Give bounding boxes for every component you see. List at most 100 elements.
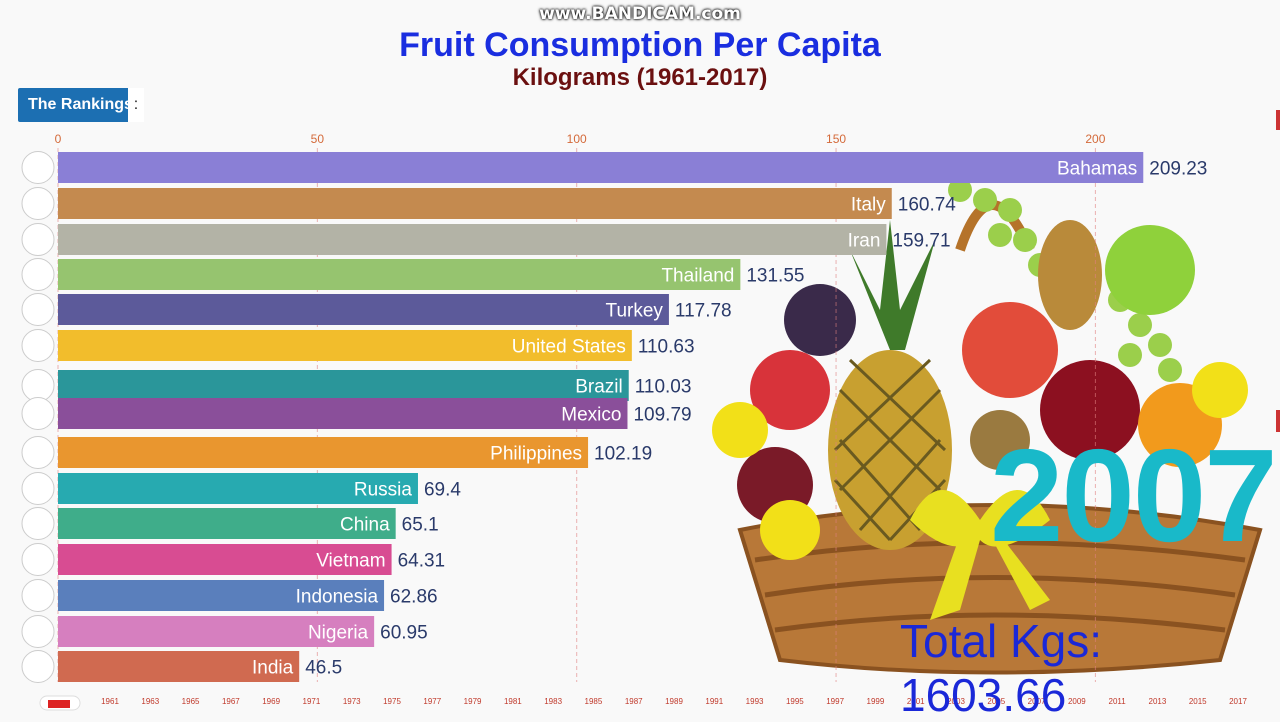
timeline-year-label[interactable]: 1983 bbox=[544, 697, 562, 706]
bar-category-label: Italy bbox=[851, 195, 886, 216]
timeline-year-label[interactable]: 2007 bbox=[1028, 697, 1046, 706]
timeline-year-label[interactable]: 1999 bbox=[867, 697, 885, 706]
bar bbox=[58, 544, 392, 575]
flag-italy-icon bbox=[21, 187, 55, 220]
timeline-year-label[interactable]: 1993 bbox=[746, 697, 764, 706]
x-tick-label: 50 bbox=[311, 132, 325, 146]
bar-row: Bahamas 209.23 bbox=[21, 151, 1207, 184]
timeline-year-label[interactable]: 1997 bbox=[826, 697, 844, 706]
edge-marker bbox=[1276, 410, 1280, 432]
bar bbox=[58, 651, 300, 682]
timeline-year-label[interactable]: 1961 bbox=[101, 697, 119, 706]
bar bbox=[58, 437, 589, 468]
bar-row: Thailand 131.55 bbox=[21, 258, 804, 291]
flag-brazil-icon bbox=[21, 369, 55, 402]
flag-turkey-icon bbox=[21, 293, 55, 326]
bar-category-label: Thailand bbox=[661, 266, 734, 287]
bar-value-label: 110.03 bbox=[635, 377, 692, 398]
timeline-year-label[interactable]: 1981 bbox=[504, 697, 522, 706]
timeline-year-label[interactable]: 1989 bbox=[665, 697, 683, 706]
bar-row: Italy 160.74 bbox=[21, 187, 957, 220]
bar-value-label: 159.71 bbox=[892, 231, 950, 252]
timeline-year-label[interactable]: 1963 bbox=[141, 697, 159, 706]
rankings-badge-suffix: : bbox=[128, 88, 144, 122]
chart-title: Fruit Consumption Per Capita bbox=[399, 26, 881, 64]
bar-value-label: 160.74 bbox=[898, 195, 957, 216]
timeline-year-label[interactable]: 1979 bbox=[464, 697, 482, 706]
bar-row: China 65.1 bbox=[21, 507, 439, 540]
bar bbox=[58, 259, 741, 290]
bar bbox=[58, 330, 632, 361]
bar-row: Turkey 117.78 bbox=[21, 293, 732, 326]
timeline-year-label[interactable]: 2013 bbox=[1149, 697, 1167, 706]
timeline-year-label[interactable]: 1985 bbox=[585, 697, 603, 706]
timeline-year-label[interactable]: 1991 bbox=[705, 697, 723, 706]
timeline-year-label[interactable]: 1977 bbox=[423, 697, 441, 706]
timeline-year-label[interactable]: 2009 bbox=[1068, 697, 1086, 706]
bar bbox=[58, 616, 375, 647]
timeline-year-label[interactable]: 1967 bbox=[222, 697, 240, 706]
fruit-basket-image bbox=[712, 178, 1263, 675]
flag-philippines-icon bbox=[21, 436, 55, 469]
bar-value-label: 60.95 bbox=[380, 623, 428, 644]
bar-value-label: 209.23 bbox=[1149, 159, 1207, 180]
x-tick-label: 100 bbox=[567, 132, 587, 146]
bar-category-label: India bbox=[252, 658, 294, 679]
bar bbox=[58, 398, 628, 429]
timeline-year-label[interactable]: 2003 bbox=[947, 697, 965, 706]
bar-category-label: Bahamas bbox=[1057, 159, 1137, 180]
timeline-year-label[interactable]: 1969 bbox=[262, 697, 280, 706]
bar bbox=[58, 473, 418, 504]
timeline-handle-icon bbox=[48, 700, 70, 708]
timeline-year-label[interactable]: 2017 bbox=[1229, 697, 1247, 706]
timeline-year-label[interactable]: 1971 bbox=[303, 697, 321, 706]
bar-row: Iran 159.71 bbox=[21, 223, 951, 256]
flag-india-icon bbox=[21, 650, 55, 683]
x-tick-label: 200 bbox=[1085, 132, 1105, 146]
bar bbox=[58, 294, 669, 325]
bar-category-label: Turkey bbox=[606, 301, 664, 322]
bar-row: Philippines 102.19 bbox=[21, 436, 652, 469]
bar bbox=[58, 152, 1144, 183]
bar-category-label: Nigeria bbox=[308, 623, 369, 644]
timeline-year-label[interactable]: 2005 bbox=[987, 697, 1005, 706]
bar-value-label: 131.55 bbox=[746, 266, 804, 287]
watermark: www.BANDICAM.com bbox=[539, 4, 741, 24]
flag-united-states-icon bbox=[21, 329, 55, 362]
flag-iran-icon bbox=[21, 223, 55, 256]
flag-vietnam-icon bbox=[21, 543, 55, 576]
bar-category-label: United States bbox=[512, 337, 626, 358]
timeline-year-label[interactable]: 2011 bbox=[1109, 697, 1127, 706]
flag-nigeria-icon bbox=[21, 615, 55, 648]
flag-thailand-icon bbox=[21, 258, 55, 291]
bar-value-label: 65.1 bbox=[402, 515, 439, 536]
bar-row: Indonesia 62.86 bbox=[21, 579, 438, 612]
flag-china-icon bbox=[21, 507, 55, 540]
timeline-year-label[interactable]: 2001 bbox=[907, 697, 925, 706]
bar-row: Brazil 110.03 bbox=[21, 369, 692, 402]
bar bbox=[58, 508, 396, 539]
bar-value-label: 64.31 bbox=[398, 551, 446, 572]
bar-value-label: 110.63 bbox=[638, 337, 695, 358]
bar bbox=[58, 370, 629, 401]
bar-category-label: Brazil bbox=[575, 377, 623, 398]
bar-category-label: Philippines bbox=[490, 444, 582, 465]
bar-value-label: 62.86 bbox=[390, 587, 438, 608]
bar-value-label: 109.79 bbox=[633, 405, 691, 426]
rankings-badge: The Rankings bbox=[18, 88, 143, 122]
bar bbox=[58, 188, 892, 219]
bar-category-label: Indonesia bbox=[296, 587, 379, 608]
chart-subtitle: Kilograms (1961-2017) bbox=[512, 64, 768, 91]
timeline-year-label[interactable]: 1975 bbox=[383, 697, 401, 706]
flag-bahamas-icon bbox=[21, 151, 55, 184]
timeline-year-label[interactable]: 1973 bbox=[343, 697, 361, 706]
x-tick-label: 0 bbox=[55, 132, 62, 146]
bar bbox=[58, 224, 887, 255]
timeline-year-label[interactable]: 1965 bbox=[182, 697, 200, 706]
timeline-year-label[interactable]: 1987 bbox=[625, 697, 643, 706]
bar-category-label: Russia bbox=[354, 480, 413, 501]
timeline-year-label[interactable]: 2015 bbox=[1189, 697, 1207, 706]
edge-marker bbox=[1276, 110, 1280, 130]
timeline-year-label[interactable]: 1995 bbox=[786, 697, 804, 706]
